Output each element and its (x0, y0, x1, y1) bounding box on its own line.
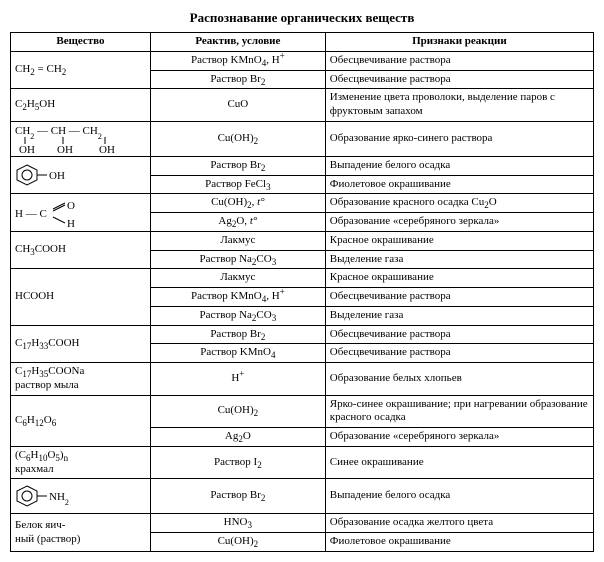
reagent-cell: H+ (150, 363, 325, 396)
reagent-cell: CuO (150, 89, 325, 122)
substance-cell: C6H12O6 (11, 395, 151, 446)
substance-cell: C17H35COONaраствор мыла (11, 363, 151, 396)
svg-text:CH2 — CH — CH2: CH2 — CH — CH2 (15, 125, 102, 141)
result-cell: Изменение цвета проволоки, выделение пар… (325, 89, 593, 122)
svg-text:O: O (67, 200, 75, 212)
result-cell: Обесцвечивание раствора (325, 70, 593, 89)
col-reagent: Реактив, условие (150, 33, 325, 52)
table-row: CH2 = CH2Раствор KMnO4, H+Обесцвечивание… (11, 51, 594, 70)
reagent-cell: Раствор KMnO4, H+ (150, 288, 325, 307)
table-row: C2H5OHCuOИзменение цвета проволоки, выде… (11, 89, 594, 122)
reagent-cell: Раствор KMnO4, H+ (150, 51, 325, 70)
svg-text:OH: OH (49, 170, 65, 182)
substance-cell: CH3COOH (11, 231, 151, 269)
table-row: (C6H10O5)nкрахмалРаствор I2Синее окрашив… (11, 446, 594, 479)
reagent-cell: Раствор Na2CO3 (150, 250, 325, 269)
substance-cell: C17H33COOH (11, 325, 151, 363)
result-cell: Ярко-синее окрашивание; при нагревании о… (325, 395, 593, 428)
result-cell: Выделение газа (325, 250, 593, 269)
page-title: Распознавание органических веществ (10, 10, 594, 26)
substance-cell: Белок яич-ный (раствор) (11, 514, 151, 552)
table-row: H — COHCu(OH)2, t°Образование красного о… (11, 194, 594, 213)
reagent-cell: Раствор Na2CO3 (150, 306, 325, 325)
result-cell: Красное окрашивание (325, 269, 593, 288)
table-row: Белок яич-ный (раствор)HNO3Образование о… (11, 514, 594, 533)
reagent-cell: Раствор FeCl3 (150, 175, 325, 194)
table-row: CH3COOHЛакмусКрасное окрашивание (11, 231, 594, 250)
reagent-cell: Cu(OH)2 (150, 395, 325, 428)
result-cell: Образование «серебряного зеркала» (325, 213, 593, 232)
substance-cell: H — C OH (11, 194, 151, 232)
result-cell: Образование «серебряного зеркала» (325, 428, 593, 447)
result-cell: Обесцвечивание раствора (325, 344, 593, 363)
reagent-cell: Раствор I2 (150, 446, 325, 479)
svg-text:H — C: H — C (15, 208, 47, 220)
result-cell: Фиолетовое окрашивание (325, 175, 593, 194)
svg-text:OH: OH (99, 144, 115, 154)
table-row: OHРаствор Br2Выпадение белого осадка (11, 156, 594, 175)
header-row: Вещество Реактив, условие Признаки реакц… (11, 33, 594, 52)
table-row: C6H12O6Cu(OH)2Ярко-синее окрашивание; пр… (11, 395, 594, 428)
result-cell: Выделение газа (325, 306, 593, 325)
result-cell: Образование ярко-синего раствора (325, 121, 593, 156)
result-cell: Синее окрашивание (325, 446, 593, 479)
reagent-cell: Ag2O (150, 428, 325, 447)
reagent-cell: Cu(OH)2 (150, 121, 325, 156)
svg-text:NH2: NH2 (49, 491, 69, 507)
reagent-cell: HNO3 (150, 514, 325, 533)
substance-cell: CH2 = CH2 (11, 51, 151, 89)
result-cell: Фиолетовое окрашивание (325, 533, 593, 552)
col-result: Признаки реакции (325, 33, 593, 52)
reagent-cell: Раствор Br2 (150, 156, 325, 175)
result-cell: Обесцвечивание раствора (325, 288, 593, 307)
reagent-cell: Раствор KMnO4 (150, 344, 325, 363)
result-cell: Обесцвечивание раствора (325, 51, 593, 70)
result-cell: Образование белых хлопьев (325, 363, 593, 396)
result-cell: Обесцвечивание раствора (325, 325, 593, 344)
svg-text:OH: OH (57, 144, 73, 154)
col-substance: Вещество (11, 33, 151, 52)
result-cell: Выпадение белого осадка (325, 156, 593, 175)
substance-cell: NH2 (11, 479, 151, 514)
reagent-cell: Ag2O, t° (150, 213, 325, 232)
table-row: C17H33COOHРаствор Br2Обесцвечивание раст… (11, 325, 594, 344)
table-row: C17H35COONaраствор мылаH+Образование бел… (11, 363, 594, 396)
table-row: HCOOHЛакмусКрасное окрашивание (11, 269, 594, 288)
result-cell: Выпадение белого осадка (325, 479, 593, 514)
svg-text:OH: OH (19, 144, 35, 154)
substance-cell: OH (11, 156, 151, 194)
result-cell: Образование красного осадка Cu2O (325, 194, 593, 213)
substance-cell: CH2 — CH — CH2 OH OH OH (11, 121, 151, 156)
table-row: CH2 — CH — CH2 OH OH OH Cu(OH)2Образование я… (11, 121, 594, 156)
result-cell: Красное окрашивание (325, 231, 593, 250)
reagent-cell: Cu(OH)2, t° (150, 194, 325, 213)
reagent-cell: Раствор Br2 (150, 479, 325, 514)
reagent-cell: Лакмус (150, 269, 325, 288)
substance-cell: (C6H10O5)nкрахмал (11, 446, 151, 479)
reagent-cell: Раствор Br2 (150, 325, 325, 344)
table-row: NH2 Раствор Br2Выпадение белого осадка (11, 479, 594, 514)
substances-table: Вещество Реактив, условие Признаки реакц… (10, 32, 594, 552)
substance-cell: C2H5OH (11, 89, 151, 122)
substance-cell: HCOOH (11, 269, 151, 325)
reagent-cell: Cu(OH)2 (150, 533, 325, 552)
reagent-cell: Раствор Br2 (150, 70, 325, 89)
svg-text:H: H (67, 218, 75, 229)
reagent-cell: Лакмус (150, 231, 325, 250)
result-cell: Образование осадка желтого цвета (325, 514, 593, 533)
